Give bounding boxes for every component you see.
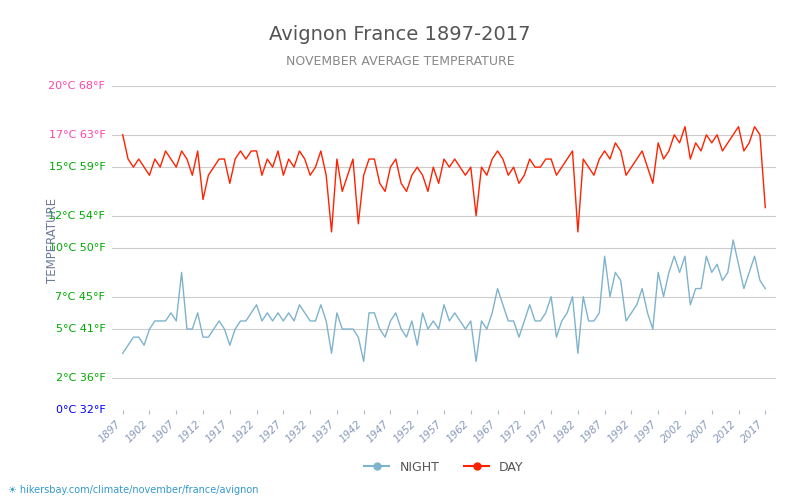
Text: 20°C 68°F: 20°C 68°F bbox=[49, 81, 106, 91]
Text: 10°C 50°F: 10°C 50°F bbox=[49, 243, 106, 253]
Text: TEMPERATURE: TEMPERATURE bbox=[46, 198, 58, 282]
Text: 17°C 63°F: 17°C 63°F bbox=[49, 130, 106, 140]
Text: 15°C 59°F: 15°C 59°F bbox=[49, 162, 106, 172]
Text: 0°C 32°F: 0°C 32°F bbox=[56, 405, 106, 415]
Legend: NIGHT, DAY: NIGHT, DAY bbox=[359, 456, 529, 478]
Text: 7°C 45°F: 7°C 45°F bbox=[55, 292, 106, 302]
Text: 5°C 41°F: 5°C 41°F bbox=[56, 324, 106, 334]
Text: 12°C 54°F: 12°C 54°F bbox=[49, 210, 106, 220]
Text: NOVEMBER AVERAGE TEMPERATURE: NOVEMBER AVERAGE TEMPERATURE bbox=[286, 55, 514, 68]
Text: 2°C 36°F: 2°C 36°F bbox=[56, 372, 106, 382]
Text: ☀ hikersbay.com/climate/november/france/avignon: ☀ hikersbay.com/climate/november/france/… bbox=[8, 485, 258, 495]
Text: Avignon France 1897-2017: Avignon France 1897-2017 bbox=[270, 25, 530, 44]
